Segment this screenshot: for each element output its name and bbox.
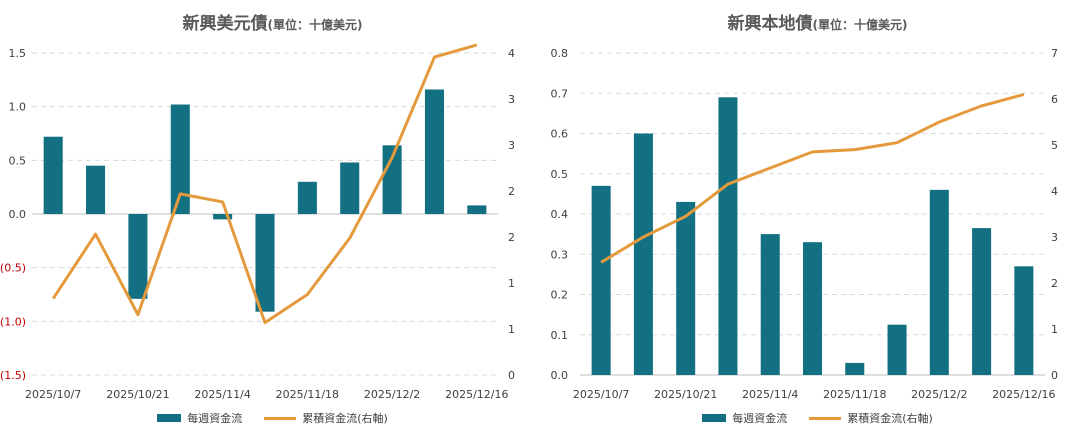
bar-weekly-flow (591, 185, 611, 375)
legend-item-weekly-flow: 每週資金流 (702, 410, 787, 426)
x-tick-label: 2025/10/21 (654, 388, 717, 401)
x-tick-label: 2025/12/16 (445, 388, 508, 401)
legend-item-cumulative-flow: 累積資金流(右軸) (809, 410, 933, 426)
y2-tick-label: 0 (508, 369, 515, 382)
legend-line-swatch (264, 416, 297, 420)
bar-weekly-flow (43, 136, 63, 214)
bar-weekly-flow (929, 189, 949, 375)
y2-tick-label: 2 (1051, 277, 1058, 290)
line-cumulative-flow (51, 43, 478, 325)
x-tick-label: 2025/12/2 (364, 388, 420, 401)
line-cumulative-flow (600, 92, 1025, 264)
x-tick-label: 2025/10/21 (106, 388, 169, 401)
chart-plot: 1.51.00.50.0(0.5)(1.0)(1.5)433221102025/… (0, 43, 515, 401)
chart-title: 新興美元債(單位：十億美元) (0, 9, 545, 34)
y-tick-label: (0.5) (0, 262, 26, 275)
bar-weekly-flow (213, 214, 233, 220)
bar-weekly-flow (340, 162, 360, 214)
legend-line-swatch (809, 416, 842, 420)
y2-tick-label: 6 (1051, 93, 1058, 106)
legend-item-cumulative-flow: 累積資金流(右軸) (264, 410, 388, 426)
y-tick-label: 0.3 (551, 248, 569, 261)
bar-weekly-flow (760, 234, 780, 375)
x-tick-label: 2025/10/7 (573, 388, 629, 401)
legend-bar-swatch (157, 414, 182, 422)
bar-weekly-flow (972, 228, 992, 375)
chart-title: 新興本地債(單位：十億美元) (545, 9, 1090, 34)
legend-label-weekly-flow: 每週資金流 (732, 412, 788, 425)
bar-weekly-flow (424, 89, 444, 214)
bar-weekly-flow (297, 181, 317, 214)
x-tick-label: 2025/11/4 (742, 388, 798, 401)
y-tick-label: 0.8 (551, 47, 569, 60)
bar-weekly-flow (887, 324, 907, 375)
chart-title-main: 新興美元債 (182, 14, 268, 34)
y-tick-label: 0.7 (551, 87, 569, 100)
y2-tick-label: 4 (1051, 185, 1058, 198)
x-tick-label: 2025/12/16 (992, 388, 1055, 401)
y2-tick-label: 1 (1051, 323, 1058, 336)
y2-tick-label: 0 (1051, 369, 1058, 382)
bar-weekly-flow (255, 214, 275, 312)
y2-tick-label: 3 (508, 93, 515, 106)
chart-panel-emerging-usd-bonds: 新興美元債(單位：十億美元) 1.5 1.0 0.5 0.0 (0.5) (1.0) (1.… (0, 9, 545, 426)
bar-weekly-flow (128, 214, 148, 299)
bar-weekly-flow (718, 97, 738, 376)
bar-weekly-flow (676, 201, 696, 375)
chart-legend: 每週資金流 累積資金流(右軸) (0, 410, 545, 426)
y-tick-label: 1.0 (9, 101, 27, 114)
legend-label-cumulative-flow: 累積資金流(右軸) (302, 412, 388, 425)
bar-weekly-flow (382, 145, 402, 214)
x-tick-label: 2025/11/18 (823, 388, 886, 401)
y2-tick-label: 3 (1051, 231, 1058, 244)
y2-tick-label: 2 (508, 185, 515, 198)
bar-weekly-flow (845, 362, 865, 375)
chart-title-main: 新興本地債 (727, 14, 813, 34)
bar-weekly-flow (86, 165, 106, 214)
chart-panel-emerging-local-bonds: 新興本地債(單位：十億美元) 0.8 0.7 0.6 0.5 0.4 0.3 0.2 0.1 0… (545, 0, 1090, 437)
x-tick-label: 2025/11/4 (194, 388, 250, 401)
chart-plot: 0.8 0.7 0.6 0.5 0.4 0.3 0.2 0.1 0.0 7 6 5 4 3 2 1 0 2025/… (551, 47, 1059, 401)
y2-tick-label: 5 (1051, 139, 1058, 152)
legend-bar-swatch (702, 414, 727, 422)
chart-title-unit: (單位：十億美元) (267, 18, 363, 32)
y2-tick-label: 4 (508, 47, 515, 60)
bar-weekly-flow (802, 242, 823, 375)
legend-item-weekly-flow: 每週資金流 (157, 410, 242, 426)
bar-weekly-flow (467, 205, 487, 214)
y2-tick-label: 7 (1051, 47, 1058, 60)
y-tick-label: 0.2 (551, 289, 569, 302)
chart-legend: 每週資金流 累積資金流(右軸) (545, 410, 1090, 426)
x-tick-label: 2025/11/18 (276, 388, 339, 401)
x-tick-label: 2025/10/7 (25, 388, 81, 401)
y2-tick-label: 1 (508, 277, 515, 290)
legend-label-cumulative-flow: 累積資金流(右軸) (847, 412, 933, 425)
y-tick-label: 0.0 (551, 369, 569, 382)
y-tick-label: 0.4 (551, 208, 569, 221)
bar-weekly-flow (633, 133, 653, 375)
y2-tick-label: 3 (508, 139, 515, 152)
x-tick-label: 2025/12/2 (911, 388, 967, 401)
chart-title-unit: (單位：十億美元) (812, 18, 908, 32)
y2-tick-label: 1 (508, 323, 515, 336)
y-tick-label: 0.0 (9, 208, 27, 221)
y2-tick-label: 2 (508, 231, 515, 244)
bar-weekly-flow (1014, 266, 1034, 375)
y-tick-label: 0.1 (551, 329, 569, 342)
legend-label-weekly-flow: 每週資金流 (187, 412, 243, 425)
y-tick-label: 0.5 (551, 168, 569, 181)
y-tick-label: 1.5 (9, 47, 27, 60)
y-tick-label: 0.6 (551, 128, 569, 141)
y-tick-label: 0.5 (9, 154, 27, 167)
bar-weekly-flow (170, 104, 190, 214)
y-tick-label: (1.0) (0, 315, 26, 328)
y-tick-label: (1.5) (0, 369, 26, 382)
